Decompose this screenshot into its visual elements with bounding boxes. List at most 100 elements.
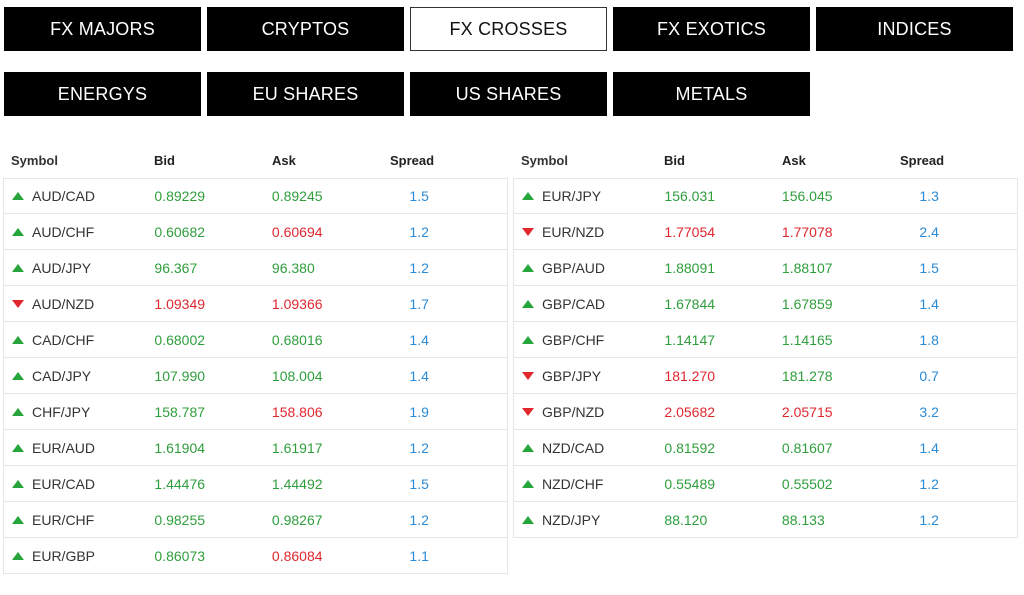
bid-value: 0.60682 (154, 223, 206, 240)
spread-value: 1.2 (919, 475, 939, 492)
table-row[interactable]: CAD/JPY 107.990 108.004 1.4 (3, 358, 508, 394)
bid-value: 96.367 (154, 259, 198, 276)
spread-value: 1.4 (409, 367, 429, 384)
table-row[interactable]: NZD/CHF 0.55489 0.55502 1.2 (513, 466, 1018, 502)
arrow-down-icon (522, 227, 534, 236)
tab-row-1: FX MAJORS CRYPTOS FX CROSSES FX EXOTICS … (4, 7, 1020, 51)
table-row[interactable]: AUD/NZD 1.09349 1.09366 1.7 (3, 286, 508, 322)
spread-value: 1.2 (919, 511, 939, 528)
spread-value: 1.8 (919, 331, 939, 348)
bid-value: 2.05682 (664, 403, 716, 420)
arrow-up-icon (12, 263, 24, 272)
spread-value: 1.3 (919, 188, 939, 204)
symbol-cell: GBP/NZD (514, 404, 664, 420)
symbol-cell: GBP/CAD (514, 296, 664, 312)
table-row[interactable]: CAD/CHF 0.68002 0.68016 1.4 (3, 322, 508, 358)
symbol-cell: AUD/NZD (4, 296, 154, 312)
symbol-cell: CHF/JPY (4, 404, 154, 420)
bid-value: 1.14147 (664, 331, 716, 348)
tab-cryptos[interactable]: CRYPTOS (207, 7, 404, 51)
table-row[interactable]: NZD/CAD 0.81592 0.81607 1.4 (513, 430, 1018, 466)
table-row[interactable]: GBP/CAD 1.67844 1.67859 1.4 (513, 286, 1018, 322)
table-row[interactable]: CHF/JPY 158.787 158.806 1.9 (3, 394, 508, 430)
table-row[interactable]: EUR/GBP 0.86073 0.86084 1.1 (3, 538, 508, 574)
ask-value: 1.09366 (271, 295, 323, 312)
column-header-spread: Spread (900, 152, 945, 168)
table-row[interactable]: AUD/CHF 0.60682 0.60694 1.2 (3, 214, 508, 250)
bid-value: 1.44476 (154, 475, 206, 492)
bid-value: 156.031 (664, 188, 716, 204)
symbol-label: CAD/CHF (32, 331, 95, 348)
table-row[interactable]: AUD/CAD 0.89229 0.89245 1.5 (3, 178, 508, 214)
spread-value: 1.5 (409, 475, 429, 492)
spread-value: 1.9 (409, 403, 429, 420)
table-row[interactable]: EUR/CHF 0.98255 0.98267 1.2 (3, 502, 508, 538)
symbol-cell: EUR/NZD (514, 224, 664, 240)
tab-energys[interactable]: ENERGYS (4, 72, 201, 116)
ask-value: 0.81607 (781, 439, 833, 456)
table-row[interactable]: EUR/NZD 1.77054 1.77078 2.4 (513, 214, 1018, 250)
ask-value: 1.14165 (781, 331, 833, 348)
symbol-cell: EUR/AUD (4, 440, 154, 456)
table-row[interactable]: EUR/AUD 1.61904 1.61917 1.2 (3, 430, 508, 466)
tab-eu-shares[interactable]: EU SHARES (207, 72, 404, 116)
arrow-up-icon (12, 192, 24, 200)
symbol-label: NZD/CHF (542, 475, 604, 492)
bid-value: 0.81592 (664, 439, 716, 456)
ask-value: 0.68016 (271, 331, 323, 348)
ask-value: 1.61917 (271, 439, 323, 456)
spread-value: 1.2 (409, 439, 429, 456)
bid-value: 0.98255 (154, 511, 206, 528)
arrow-up-icon (522, 479, 534, 488)
arrow-up-icon (12, 479, 24, 488)
tab-fx-majors[interactable]: FX MAJORS (4, 7, 201, 51)
symbol-cell: NZD/JPY (514, 512, 664, 528)
table-row[interactable]: AUD/JPY 96.367 96.380 1.2 (3, 250, 508, 286)
spread-value: 1.7 (409, 295, 429, 312)
spread-value: 3.2 (919, 403, 939, 420)
symbol-cell: GBP/CHF (514, 332, 664, 348)
column-header-symbol: Symbol (11, 152, 58, 168)
column-header-ask: Ask (782, 152, 806, 168)
table-row[interactable]: GBP/JPY 181.270 181.278 0.7 (513, 358, 1018, 394)
ask-value: 158.806 (271, 403, 323, 420)
spread-value: 1.4 (919, 295, 939, 312)
ask-value: 1.44492 (271, 475, 323, 492)
table-row[interactable]: GBP/NZD 2.05682 2.05715 3.2 (513, 394, 1018, 430)
quotes-table-right: Symbol Bid Ask Spread EUR/JPY 156.031 156.… (513, 142, 1018, 538)
arrow-up-icon (522, 192, 534, 200)
spread-value: 1.5 (919, 259, 939, 276)
arrow-up-icon (12, 515, 24, 524)
bid-value: 0.68002 (154, 331, 206, 348)
bid-value: 0.55489 (664, 475, 716, 492)
symbol-cell: CAD/CHF (4, 332, 154, 348)
symbol-label: AUD/CHF (32, 223, 95, 240)
table-row[interactable]: GBP/AUD 1.88091 1.88107 1.5 (513, 250, 1018, 286)
tab-indices[interactable]: INDICES (816, 7, 1013, 51)
table-row[interactable]: EUR/JPY 156.031 156.045 1.3 (513, 178, 1018, 214)
table-row[interactable]: EUR/CAD 1.44476 1.44492 1.5 (3, 466, 508, 502)
spread-value: 1.5 (409, 188, 429, 204)
tab-fx-exotics[interactable]: FX EXOTICS (613, 7, 810, 51)
arrow-down-icon (522, 371, 534, 380)
symbol-cell: AUD/CAD (4, 188, 154, 204)
table-row[interactable]: NZD/JPY 88.120 88.133 1.2 (513, 502, 1018, 538)
market-tabs: FX MAJORS CRYPTOS FX CROSSES FX EXOTICS … (4, 7, 1020, 137)
tab-metals[interactable]: METALS (613, 72, 810, 116)
quotes-table-left: Symbol Bid Ask Spread AUD/CAD 0.89229 0.89… (3, 142, 508, 574)
symbol-cell: AUD/CHF (4, 224, 154, 240)
tab-row-2: ENERGYS EU SHARES US SHARES METALS (4, 72, 1020, 116)
table-row[interactable]: GBP/CHF 1.14147 1.14165 1.8 (513, 322, 1018, 358)
arrow-up-icon (522, 515, 534, 524)
arrow-up-icon (12, 551, 24, 560)
bid-value: 1.67844 (664, 295, 716, 312)
symbol-label: AUD/CAD (32, 188, 96, 204)
ask-value: 0.98267 (271, 511, 323, 528)
symbol-label: GBP/NZD (542, 403, 605, 420)
ask-value: 0.86084 (271, 547, 323, 564)
symbol-cell: CAD/JPY (4, 368, 154, 384)
tab-fx-crosses[interactable]: FX CROSSES (410, 7, 607, 51)
bid-value: 1.61904 (154, 439, 206, 456)
column-header-symbol: Symbol (521, 152, 568, 168)
tab-us-shares[interactable]: US SHARES (410, 72, 607, 116)
